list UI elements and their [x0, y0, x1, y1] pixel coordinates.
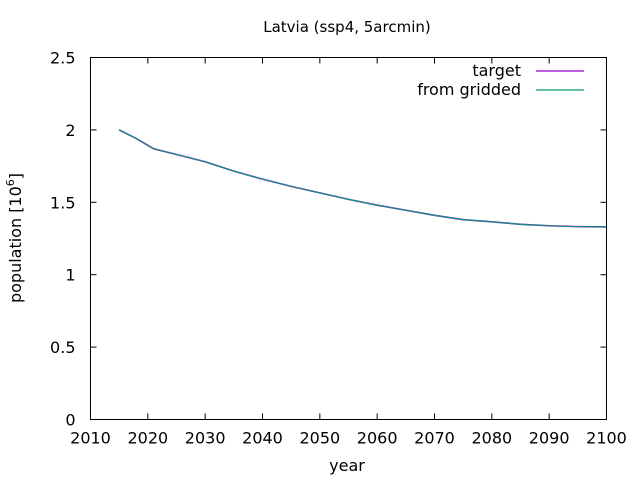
x-tick-label: 2090	[529, 429, 570, 448]
y-tick-label: 2	[65, 121, 75, 140]
x-tick-label: 2010	[70, 429, 111, 448]
x-tick-label: 2100	[586, 429, 627, 448]
x-tick-label: 2030	[185, 429, 226, 448]
y-tick-label: 1	[65, 266, 75, 285]
x-tick-label: 2060	[357, 429, 398, 448]
legend-label-target: target	[472, 61, 521, 80]
y-tick-label: 1.5	[50, 193, 75, 212]
x-axis-label: year	[329, 456, 365, 475]
legend-label-from-gridded: from gridded	[417, 80, 521, 99]
series-lines	[118, 129, 607, 228]
series-line-target	[118, 129, 607, 228]
x-tick-label: 2040	[242, 429, 283, 448]
series-line-from-gridded	[118, 129, 607, 228]
x-tick-label: 2070	[414, 429, 455, 448]
x-axis-ticks: 2010 2020 2030 2040 2050 2060 2070 2080 2090 2100	[70, 57, 627, 448]
y-axis-label-main: population [10	[6, 186, 25, 303]
chart-title: Latvia (ssp4, 5arcmin)	[263, 18, 430, 36]
y-tick-label: 0	[65, 411, 75, 430]
y-axis-label: population [106]	[4, 173, 25, 303]
legend: target from gridded	[417, 61, 584, 99]
x-tick-label: 2080	[471, 429, 512, 448]
y-tick-label: 0.5	[50, 338, 75, 357]
x-tick-label: 2020	[127, 429, 168, 448]
y-axis-label-end: ]	[6, 173, 25, 179]
y-axis-ticks: 0 0.5 1 1.5 2 2.5	[50, 49, 607, 430]
y-tick-label: 2.5	[50, 49, 75, 68]
plot-frame	[90, 57, 607, 420]
y-axis-label-sup: 6	[4, 179, 17, 186]
x-tick-label: 2050	[299, 429, 340, 448]
